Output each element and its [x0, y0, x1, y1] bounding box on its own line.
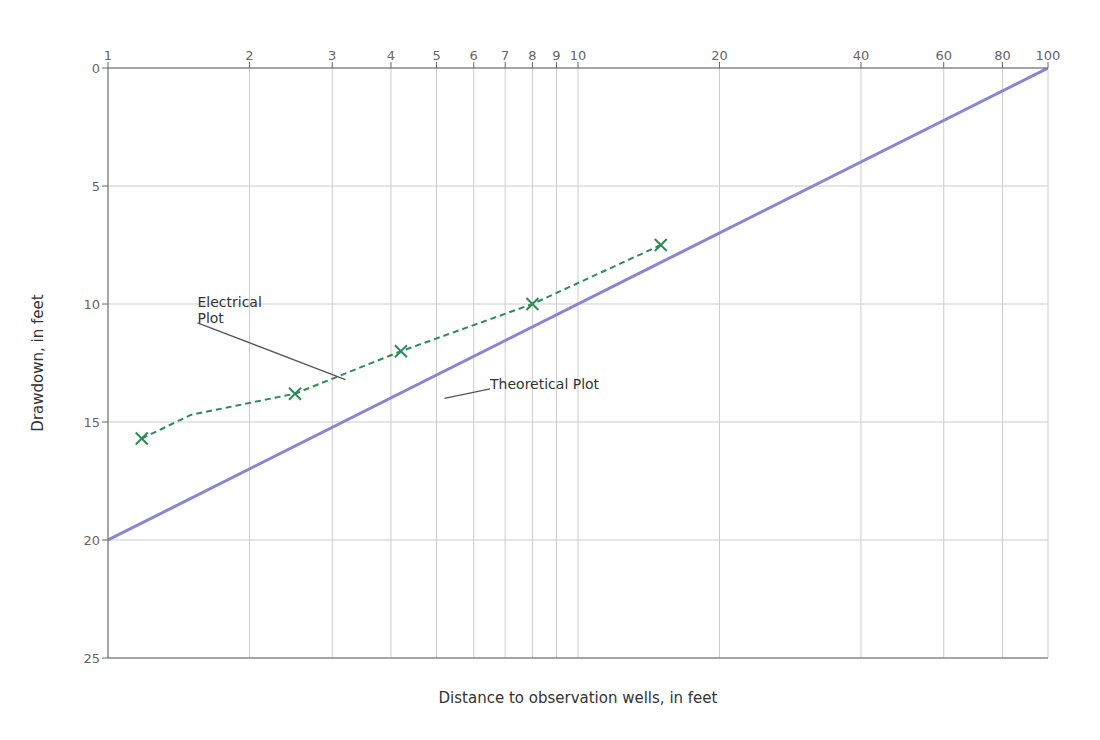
svg-text:60: 60	[935, 48, 952, 63]
svg-text:ElectricalPlot: ElectricalPlot	[197, 294, 261, 326]
svg-text:1: 1	[104, 48, 112, 63]
svg-text:Distance to observation wells,: Distance to observation wells, in feet	[439, 689, 718, 707]
svg-text:Drawdown, in feet: Drawdown, in feet	[29, 294, 47, 431]
svg-text:25: 25	[83, 651, 100, 666]
svg-text:7: 7	[501, 48, 509, 63]
svg-text:10: 10	[83, 297, 100, 312]
svg-text:4: 4	[387, 48, 395, 63]
svg-text:9: 9	[552, 48, 560, 63]
svg-text:40: 40	[853, 48, 870, 63]
svg-text:Theoretical Plot: Theoretical Plot	[489, 376, 600, 392]
svg-text:5: 5	[92, 179, 100, 194]
svg-text:3: 3	[328, 48, 336, 63]
svg-text:20: 20	[83, 533, 100, 548]
svg-text:0: 0	[92, 61, 100, 76]
svg-text:10: 10	[570, 48, 587, 63]
svg-text:20: 20	[711, 48, 728, 63]
svg-text:5: 5	[432, 48, 440, 63]
svg-text:6: 6	[470, 48, 478, 63]
svg-text:2: 2	[245, 48, 253, 63]
svg-text:100: 100	[1036, 48, 1061, 63]
svg-text:15: 15	[83, 415, 100, 430]
svg-text:80: 80	[994, 48, 1011, 63]
svg-text:8: 8	[528, 48, 536, 63]
